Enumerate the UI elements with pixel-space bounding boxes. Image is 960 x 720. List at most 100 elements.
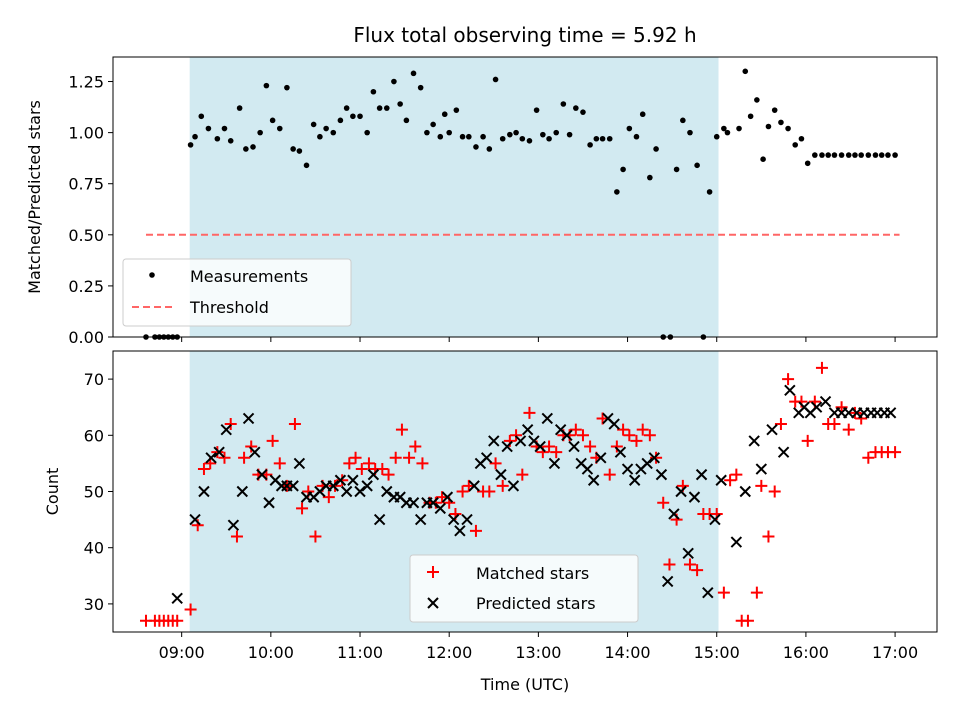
measurements-legend-label: Measurements xyxy=(190,267,308,286)
matched-star-point xyxy=(403,451,416,464)
top-x-ticks xyxy=(181,337,896,342)
measurement-point xyxy=(337,117,344,124)
predicted-star-point xyxy=(427,497,439,509)
predicted-star-point xyxy=(668,508,680,520)
matched-star-point xyxy=(623,429,636,442)
predicted-stars-series xyxy=(171,384,897,604)
predicted-stars-legend-marker xyxy=(427,597,439,609)
predicted-star-point xyxy=(548,457,561,470)
measurement-point xyxy=(721,125,727,132)
matched-star-point xyxy=(171,614,184,627)
measurement-point xyxy=(626,125,633,132)
measurement-point xyxy=(573,105,579,111)
predicted-star-point xyxy=(568,440,580,453)
predicted-star-point xyxy=(628,474,641,486)
matched-stars-legend-label: Matched stars xyxy=(476,564,589,583)
measurement-point xyxy=(533,107,540,113)
predicted-star-point xyxy=(784,384,796,397)
measurement-point xyxy=(303,162,310,169)
measurement-point xyxy=(852,152,858,158)
measurement-point xyxy=(593,135,600,142)
predicted-star-point xyxy=(695,468,708,481)
predicted-star-point xyxy=(263,497,275,509)
predicted-star-point xyxy=(507,480,520,492)
measurement-point xyxy=(553,129,560,136)
measurement-point xyxy=(417,84,424,91)
top-legend: Measurements Threshold xyxy=(122,258,352,327)
predicted-star-point xyxy=(373,513,386,526)
matched-star-point xyxy=(724,474,737,487)
predicted-star-point xyxy=(334,474,347,486)
measurement-point xyxy=(397,101,403,107)
matched-star-point xyxy=(576,429,589,442)
measurement-point xyxy=(350,113,356,120)
matched-star-point xyxy=(657,496,670,509)
predicted-star-point xyxy=(198,485,210,498)
measurement-point xyxy=(519,135,526,142)
predicted-star-point xyxy=(256,468,268,481)
matched-star-point xyxy=(224,418,237,431)
top-panel: 0.00 0.25 0.50 0.75 1.00 1.25 Matched/Predict… xyxy=(25,56,938,347)
matched-star-point xyxy=(516,468,529,481)
predicted-star-point xyxy=(595,452,607,464)
matched-star-point xyxy=(197,463,210,476)
predicted-star-point xyxy=(495,468,507,481)
measurement-point xyxy=(430,121,436,128)
predicted-star-point xyxy=(709,513,721,526)
measurement-point xyxy=(872,152,879,158)
predicted-star-point xyxy=(655,468,668,481)
matched-star-point xyxy=(469,524,482,537)
measurement-point xyxy=(673,166,680,173)
measurement-point xyxy=(599,135,606,142)
measurement-point xyxy=(364,129,370,136)
matched-star-point xyxy=(643,429,656,442)
y-tick-label: 40 xyxy=(84,539,104,558)
measurement-point xyxy=(614,189,620,195)
matched-star-point xyxy=(416,457,429,470)
matched-star-point xyxy=(650,451,663,464)
predicted-star-point xyxy=(819,395,832,408)
matched-star-point xyxy=(768,485,781,498)
predicted-star-point xyxy=(641,457,653,470)
measurement-point xyxy=(694,162,700,169)
measurement-point xyxy=(724,129,731,136)
measurement-point xyxy=(296,148,303,154)
x-tick-label: 13:00 xyxy=(515,643,561,662)
matched-star-point xyxy=(355,463,368,476)
measurement-point xyxy=(192,133,198,140)
predicted-star-point xyxy=(748,435,760,447)
predicted-star-point xyxy=(327,480,339,492)
threshold-legend-label: Threshold xyxy=(189,298,269,317)
predicted-star-point xyxy=(661,575,674,588)
x-tick-label: 10:00 xyxy=(248,643,294,662)
predicted-star-point xyxy=(675,485,687,498)
predicted-star-point xyxy=(810,401,823,413)
predicted-star-point xyxy=(480,452,493,464)
measurement-point xyxy=(290,146,296,152)
predicted-star-point xyxy=(454,525,466,537)
predicted-star-point xyxy=(534,440,546,453)
measurement-point xyxy=(639,111,646,118)
matched-star-point xyxy=(288,418,301,431)
measurement-point xyxy=(653,146,659,152)
measurement-point xyxy=(424,129,430,136)
measurement-point xyxy=(680,117,686,124)
measurement-point xyxy=(263,82,270,89)
matched-star-point xyxy=(569,423,582,436)
predicted-star-point xyxy=(361,480,373,492)
measurement-point xyxy=(214,135,221,142)
measurement-point xyxy=(284,84,290,91)
matched-star-point xyxy=(245,440,258,453)
measurement-point xyxy=(858,152,864,158)
measurement-point xyxy=(560,101,567,107)
measurement-point xyxy=(343,105,350,111)
matched-star-point xyxy=(762,530,775,543)
measurement-point xyxy=(466,133,472,140)
x-tick-label: 12:00 xyxy=(426,643,472,662)
bottom-y-axis-label: Count xyxy=(43,468,62,516)
top-legend-box xyxy=(122,258,352,327)
predicted-star-point xyxy=(648,452,661,464)
measurement-point xyxy=(647,174,653,181)
x-tick-label: 16:00 xyxy=(783,643,829,662)
